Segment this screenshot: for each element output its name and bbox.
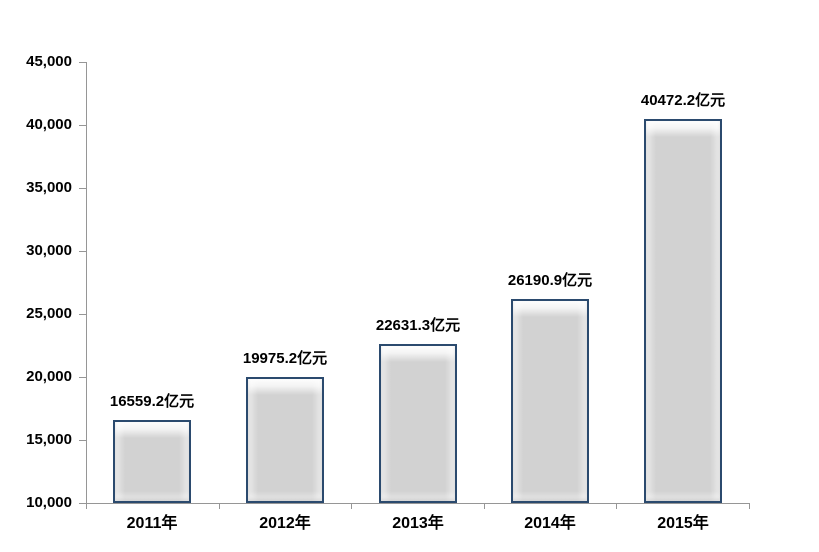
bar	[511, 299, 589, 503]
bar-value-label: 16559.2亿元	[109, 393, 195, 410]
x-tick	[484, 504, 485, 509]
bar	[379, 344, 457, 503]
y-tick-label: 40,000	[26, 116, 72, 133]
x-tick	[616, 504, 617, 509]
x-axis-line	[86, 503, 750, 504]
y-tick	[79, 503, 86, 504]
y-tick	[79, 251, 86, 252]
x-tick	[86, 504, 87, 509]
bar-value-label: 19975.2亿元	[242, 350, 328, 367]
x-tick	[351, 504, 352, 509]
x-category-label: 2012年	[259, 515, 311, 532]
x-category-label: 2015年	[657, 515, 709, 532]
y-tick	[79, 314, 86, 315]
y-tick-label: 10,000	[26, 494, 72, 511]
y-tick	[79, 440, 86, 441]
y-axis-line	[86, 62, 87, 504]
y-tick	[79, 125, 86, 126]
x-tick	[749, 504, 750, 509]
y-tick-label: 30,000	[26, 242, 72, 259]
bar-value-label: 22631.3亿元	[375, 317, 461, 334]
bar-value-label: 26190.9亿元	[507, 272, 593, 289]
x-category-label: 2014年	[524, 515, 576, 532]
y-tick-label: 25,000	[26, 305, 72, 322]
bar	[113, 420, 191, 503]
y-tick-label: 15,000	[26, 431, 72, 448]
x-tick	[219, 504, 220, 509]
bar-value-label: 40472.2亿元	[640, 92, 726, 109]
y-tick	[79, 188, 86, 189]
bar	[246, 377, 324, 503]
x-category-label: 2013年	[392, 515, 444, 532]
y-tick-label: 45,000	[26, 53, 72, 70]
y-tick	[79, 62, 86, 63]
y-tick-label: 35,000	[26, 179, 72, 196]
x-category-label: 2011年	[126, 515, 178, 532]
bar	[644, 119, 722, 503]
y-tick	[79, 377, 86, 378]
y-tick-label: 20,000	[26, 368, 72, 385]
